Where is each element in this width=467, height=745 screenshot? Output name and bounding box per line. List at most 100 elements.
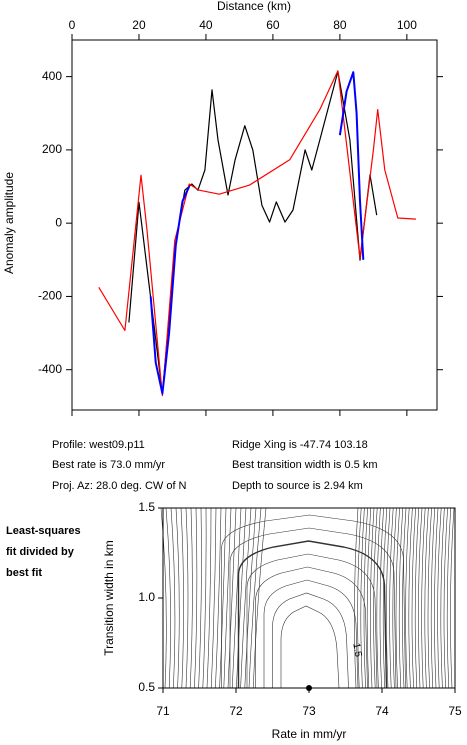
contour-line [221,514,406,689]
contour-line [248,507,262,689]
contour-line [370,507,375,689]
contour-line [360,507,365,689]
y-tick-label: 0.5 [138,680,155,694]
x-tick-label: 71 [156,704,170,718]
y-tick-label: 0 [55,215,62,229]
x-tick-label: 60 [266,18,280,32]
contour-line [430,507,436,689]
y-tick-label: 200 [42,142,62,156]
contour-line [437,507,442,689]
contours [160,507,455,689]
annotation: Profile: west09.p11 [52,439,145,451]
contour-line [421,507,426,689]
x-tick-label: 0 [69,18,76,32]
contour-line [366,507,372,689]
annotation: Best rate is 73.0 mm/yr [52,459,165,471]
caption: best fit [6,567,42,579]
x-axis-title: Distance (km) [217,0,291,13]
best-fit-point [306,685,312,691]
contour-line [272,592,349,689]
annotation: Ridge Xing is -47.74 103.18 [232,439,368,451]
plot-frame [71,39,438,411]
contour-line [227,507,237,689]
contour-line [446,507,452,689]
contour-line [418,507,423,689]
contour-line [450,507,455,689]
contour-line [392,507,397,689]
caption: fit divided by [6,546,75,558]
plot-frame [162,507,456,689]
contour-line [252,507,267,689]
contour-line [395,507,400,689]
contour-line [263,579,359,689]
contour-line [185,507,189,689]
x-tick-label: 74 [375,704,389,718]
contour-line [398,507,404,689]
contour-line [219,507,227,689]
contour-line [231,507,242,689]
contour-line [175,507,180,689]
contour-line [210,507,217,689]
contour-line [402,507,407,689]
x-tick-label: 100 [397,18,417,32]
contour-line [206,507,212,689]
contour-line [189,507,193,689]
x-tick-label: 20 [132,18,146,32]
contour-line [414,507,420,689]
contour-line [440,507,445,689]
x-tick-label: 72 [229,704,243,718]
contour-line [354,507,359,689]
contour-label: 1.5 [350,642,363,658]
contour-line [170,507,176,689]
y-axis-title: Anomaly amplitude [2,172,16,274]
caption: Least-squares [6,525,81,537]
x-axis-title: Rate in mm/yr [272,727,347,741]
x-tick-label: 40 [199,18,213,32]
data-line [98,70,416,397]
contour-line [165,507,171,689]
contour-line [246,553,378,689]
contour-line [405,507,410,689]
data-line [149,71,365,395]
y-tick-label: -400 [38,362,62,376]
data-line [128,70,378,395]
contour-line [386,507,391,689]
contour-line [427,507,432,689]
contour-line [357,507,362,689]
contour-line [255,566,368,689]
y-axis-title: Transition width in km [102,540,116,656]
contour-line [382,507,388,689]
contour-line [198,507,202,689]
y-tick-label: 1.0 [138,590,155,604]
contour-line [180,507,184,689]
contour-line [408,507,413,689]
contour-line [434,507,439,689]
annotation: Best transition width is 0.5 km [232,459,378,471]
y-tick-label: 1.5 [138,500,155,514]
x-tick-label: 73 [302,704,316,718]
contour-line [424,507,429,689]
contour-line [244,507,257,689]
contour-line [223,507,232,689]
x-tick-label: 75 [448,704,462,718]
y-tick-label: -200 [38,289,62,303]
contour-line [215,507,222,689]
contour-line [194,507,198,689]
contour-line [280,605,340,689]
contour-line [363,507,368,689]
contour-line [443,507,448,689]
contour-line [240,507,252,689]
annotation: Proj. Az: 28.0 deg. CW of N [52,480,187,492]
x-tick-label: 80 [333,18,347,32]
annotation: Depth to source is 2.94 km [232,480,363,492]
contour-line [202,507,207,689]
contour-line [229,527,397,689]
contour-line [389,507,394,689]
contour-line [373,507,378,689]
contour-line [237,540,388,689]
y-tick-label: 400 [42,69,62,83]
contour-line [376,507,381,689]
contour-line [411,507,416,689]
contour-line [236,507,247,689]
